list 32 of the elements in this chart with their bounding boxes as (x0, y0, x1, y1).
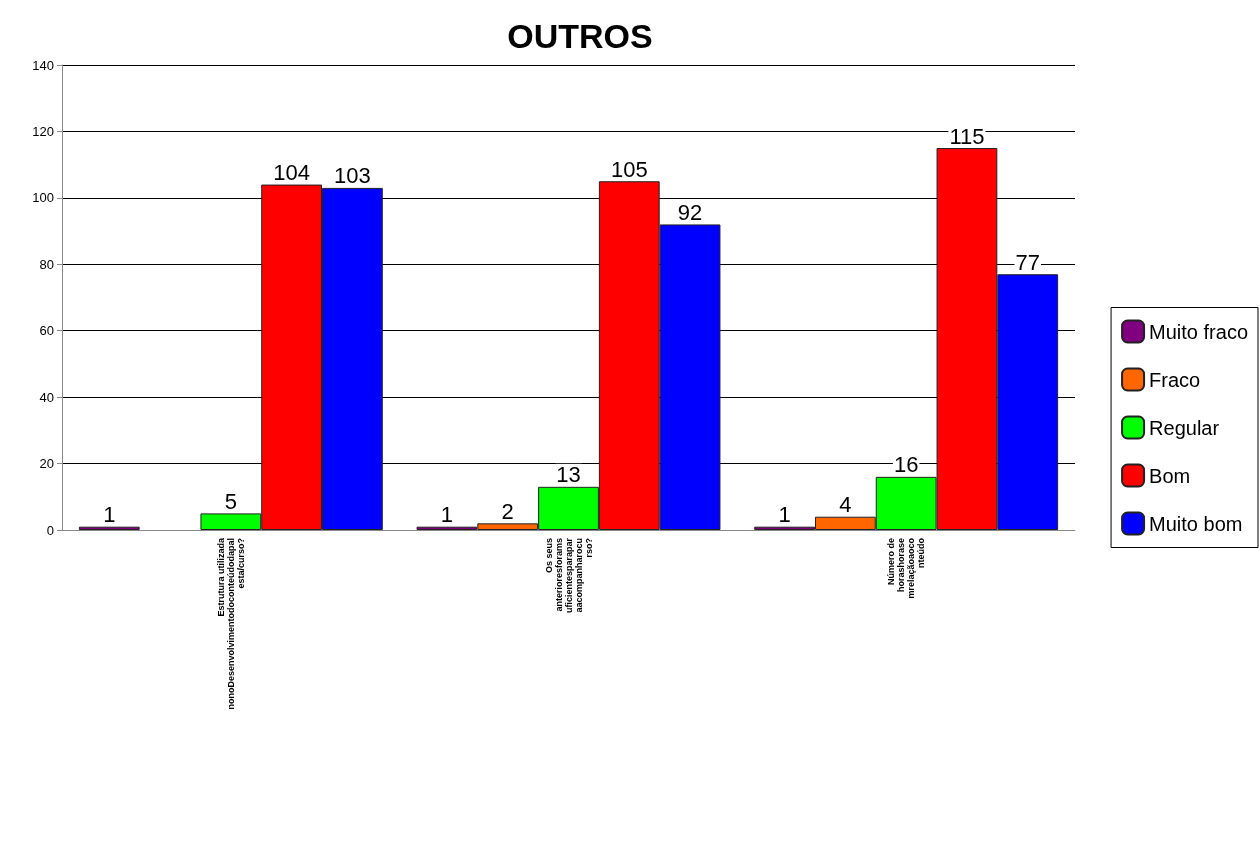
y-tick-label: 60 (39, 323, 54, 339)
y-tick-label: 0 (46, 522, 54, 538)
data-label: 5 (224, 488, 237, 514)
data-label: 92 (677, 199, 703, 225)
bar (78, 526, 140, 530)
legend-label: Regular (1149, 416, 1220, 439)
y-tick-label: 40 (39, 389, 54, 405)
x-tick-label: Os seus anterioresforams uficientesparapar aacompanharocu rso? (543, 537, 594, 614)
data-label: 105 (610, 156, 648, 182)
y-tick-label: 100 (32, 190, 54, 206)
data-label: 77 (1015, 249, 1040, 275)
data-label: 1 (778, 502, 791, 528)
data-label: 1 (440, 502, 454, 528)
data-label: 1 (103, 502, 116, 528)
data-label: 16 (893, 452, 919, 478)
data-label: 4 (839, 492, 852, 518)
data-label: 13 (556, 462, 581, 488)
y-tick-label: 120 (32, 123, 54, 139)
y-tick-label: 140 (32, 57, 54, 73)
data-label: 104 (273, 160, 310, 186)
x-tick-label: Estrutura utilizada nonoDesenvolvimentodoconteúdodapal esta/curso? (215, 537, 246, 710)
data-label: 103 (334, 163, 371, 189)
data-label: 2 (501, 498, 514, 524)
chart-title: OUTROS (507, 17, 653, 55)
legend-label: Muito bom (1149, 512, 1243, 535)
legend-label: Muito fraco (1149, 320, 1249, 343)
legend-label: Fraco (1149, 368, 1201, 391)
y-tick-label: 20 (39, 456, 54, 472)
y-tick-label: 80 (39, 256, 54, 272)
data-label: 115 (949, 123, 985, 149)
x-tick-label: Número de horashorase mrelaçãoaoco nteúdo (886, 537, 927, 599)
legend-label: Bom (1149, 464, 1191, 487)
